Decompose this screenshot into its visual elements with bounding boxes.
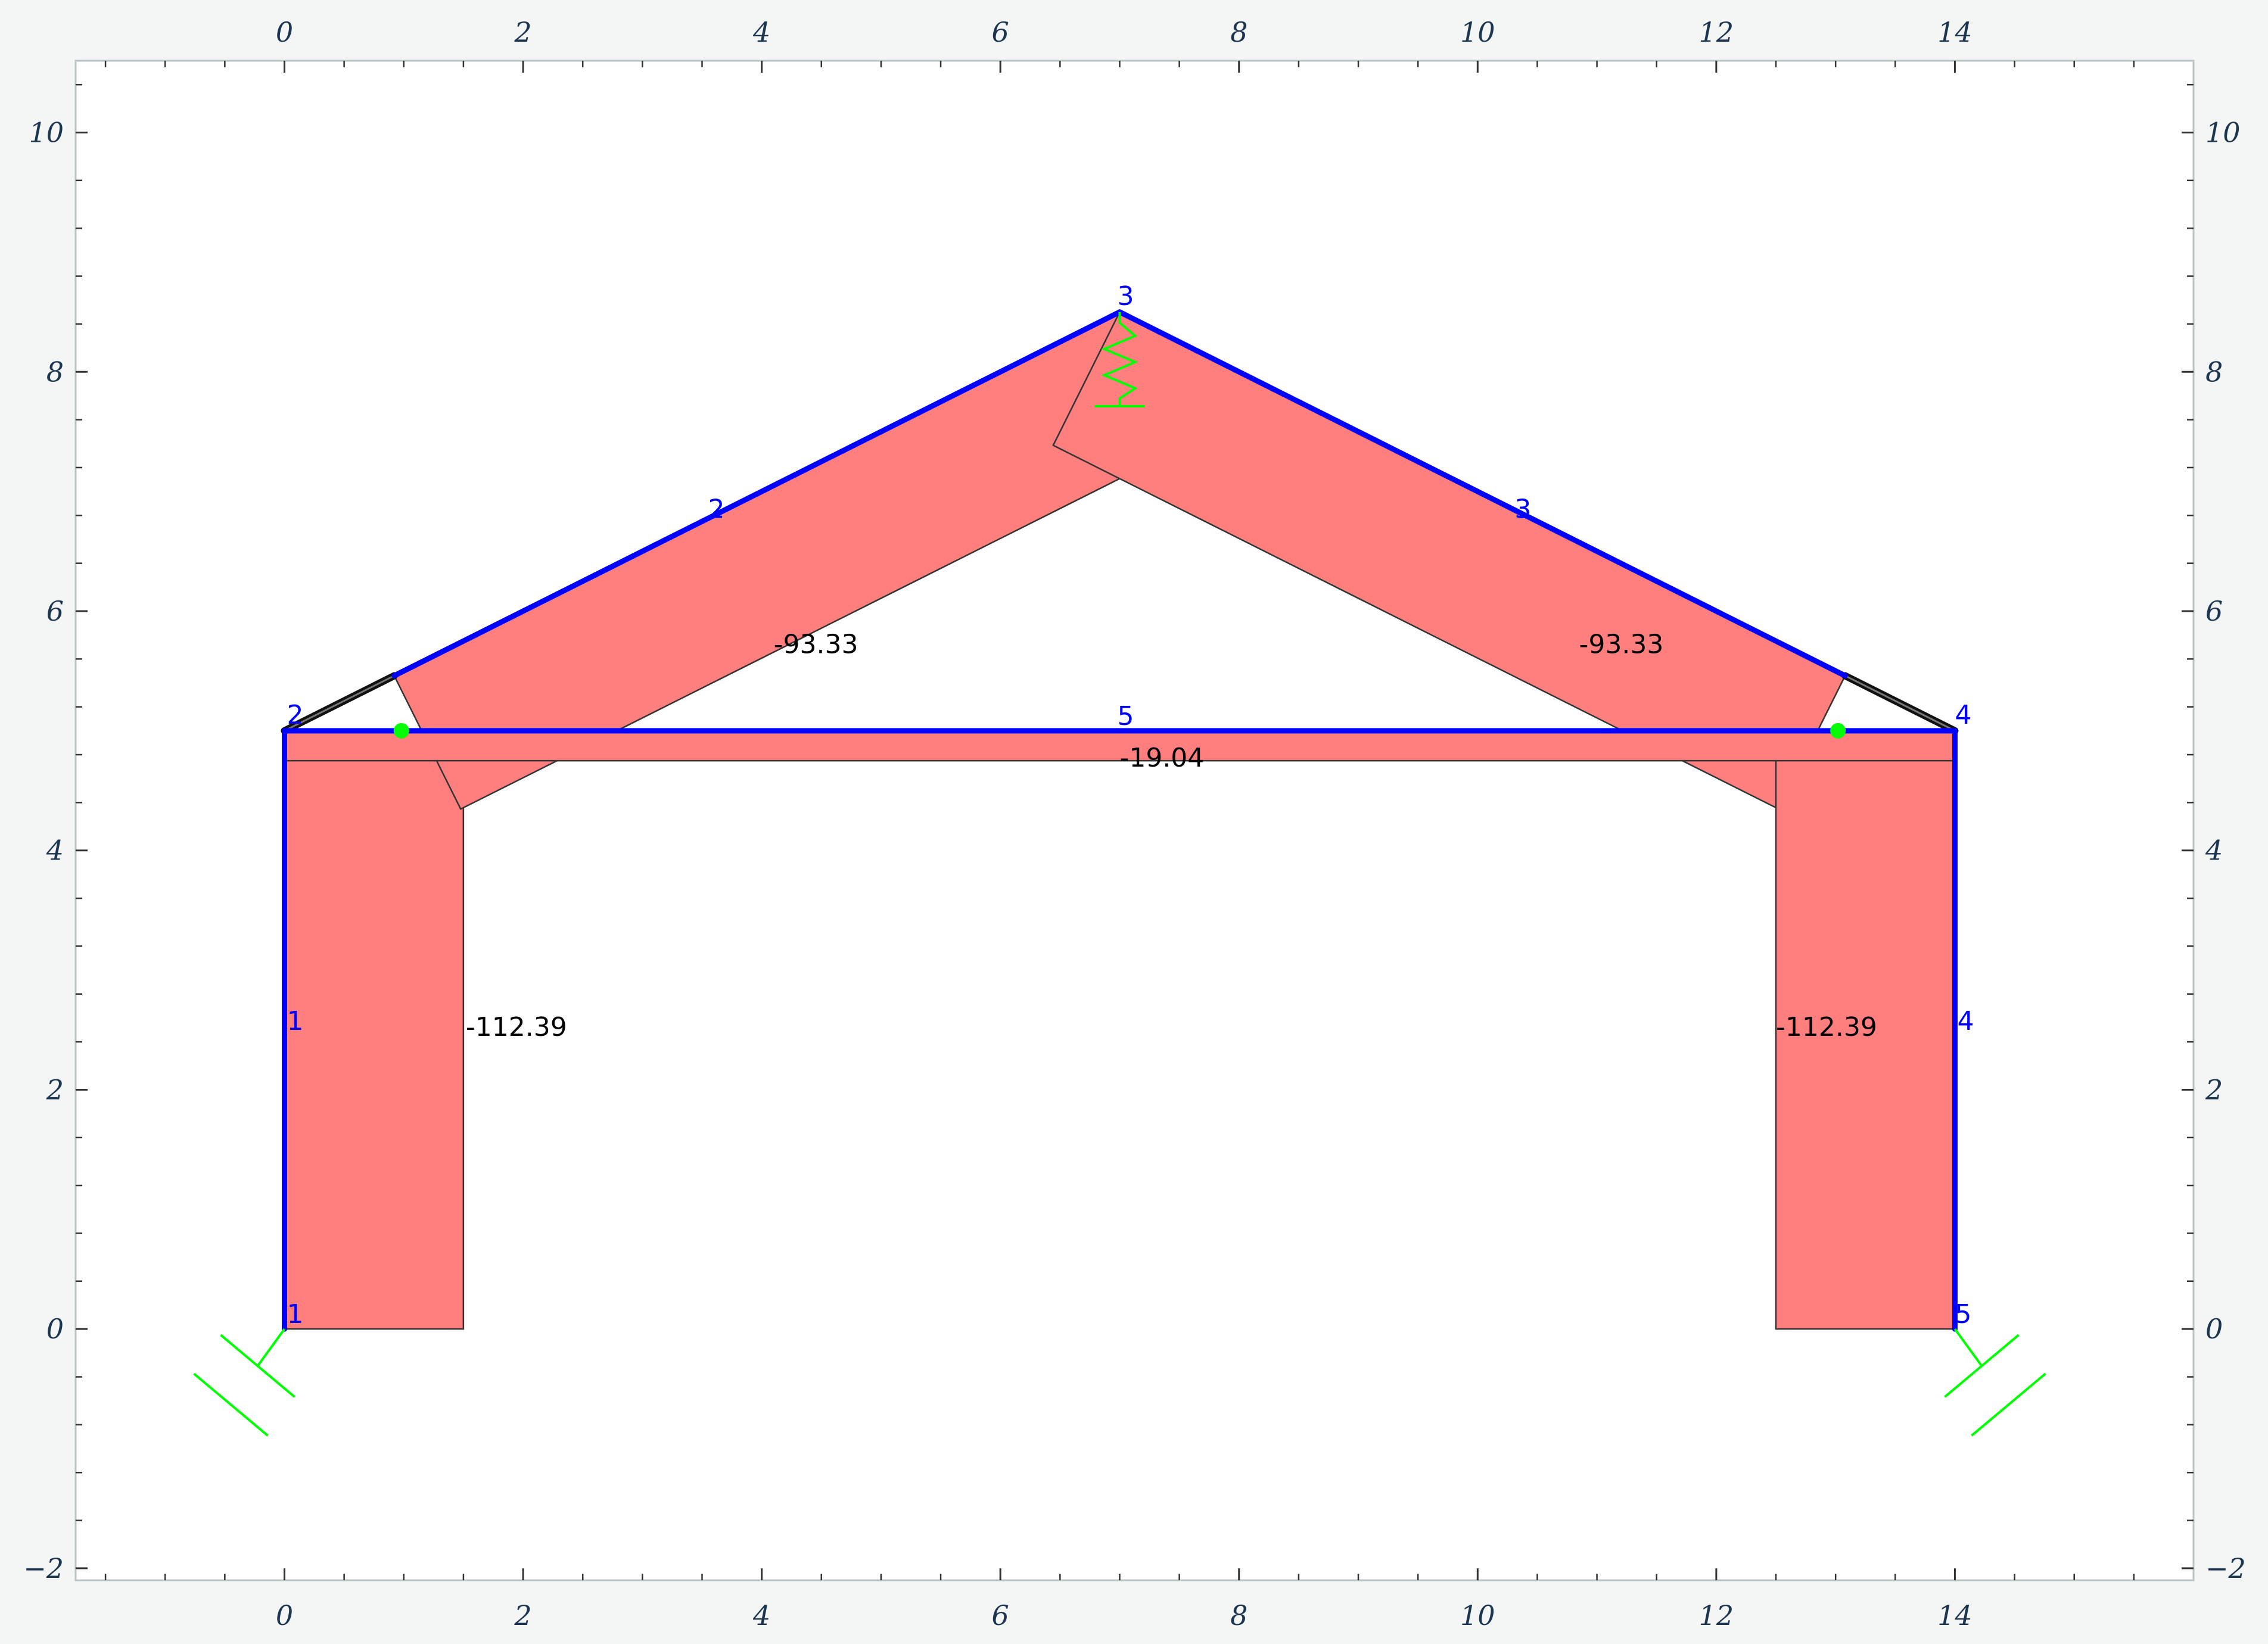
node-label-4: 4 bbox=[1955, 700, 1971, 730]
node-label-1: 1 bbox=[287, 1299, 303, 1329]
y-tick-label-left: 4 bbox=[46, 835, 64, 867]
element-label-2: 2 bbox=[708, 494, 725, 524]
axial-value-label-3: -93.33 bbox=[1579, 629, 1664, 659]
axial-value-label-1: -112.39 bbox=[466, 1012, 567, 1042]
rigid-link-core bbox=[1844, 675, 1956, 732]
node-label-3: 3 bbox=[1117, 281, 1134, 312]
x-tick-label-bottom: 0 bbox=[276, 1599, 293, 1631]
y-tick-label-left: 0 bbox=[46, 1313, 64, 1345]
hinge-icon bbox=[1830, 723, 1846, 739]
support-ground-line bbox=[193, 1372, 269, 1437]
x-tick-label-bottom: 12 bbox=[1699, 1599, 1734, 1631]
axial-force-fill-element-1 bbox=[284, 730, 465, 1330]
axial-value-label-4: -112.39 bbox=[1776, 1012, 1877, 1042]
y-tick-label-right: 0 bbox=[2205, 1313, 2223, 1345]
axial-force-fills bbox=[284, 311, 1956, 1330]
supports bbox=[193, 312, 2046, 1437]
x-tick-label-top: 6 bbox=[992, 16, 1009, 48]
x-tick-label-bottom: 8 bbox=[1230, 1599, 1247, 1631]
y-tick-label-right: 4 bbox=[2205, 835, 2223, 867]
y-tick-label-right: 10 bbox=[2205, 117, 2241, 149]
x-tick-label-top: 12 bbox=[1699, 16, 1734, 48]
node-label-5: 5 bbox=[1955, 1299, 1971, 1329]
node-label-2: 2 bbox=[287, 700, 303, 730]
x-tick-label-bottom: 14 bbox=[1937, 1599, 1973, 1631]
support-ground-line bbox=[1971, 1372, 2046, 1437]
y-tick-label-left: 2 bbox=[46, 1073, 64, 1106]
x-tick-label-top: 14 bbox=[1937, 16, 1973, 48]
element-label-1: 1 bbox=[287, 1006, 303, 1036]
support-stem bbox=[1953, 1328, 1983, 1367]
support-plate bbox=[220, 1334, 295, 1398]
y-tick-label-right: 8 bbox=[2205, 356, 2223, 388]
y-tick-label-left: −2 bbox=[23, 1552, 64, 1584]
x-tick-label-top: 2 bbox=[514, 16, 531, 48]
y-tick-label-left: 8 bbox=[46, 356, 64, 388]
members bbox=[281, 309, 1958, 1332]
y-tick-label-right: 2 bbox=[2205, 1073, 2223, 1106]
labels: 1 -112.39 2 -93.33 3 -93.33 4 -112.39 5 -19.04 1 2 3… bbox=[287, 281, 1974, 1329]
support-plate bbox=[1944, 1334, 2020, 1398]
spring-icon bbox=[1101, 312, 1138, 406]
member-element-2 bbox=[391, 309, 1122, 678]
x-tick-label-bottom: 4 bbox=[752, 1599, 770, 1631]
x-tick-label-bottom: 6 bbox=[992, 1599, 1009, 1631]
rigid-link-core bbox=[284, 675, 395, 732]
x-tick-label-bottom: 2 bbox=[514, 1599, 531, 1631]
member-element-3 bbox=[1116, 309, 1848, 678]
x-tick-label-top: 0 bbox=[276, 16, 293, 48]
axial-value-label-5: -19.04 bbox=[1119, 743, 1204, 773]
element-label-4: 4 bbox=[1957, 1006, 1974, 1036]
axial-value-label-2: -93.33 bbox=[774, 629, 858, 659]
y-tick-label-left: 6 bbox=[46, 595, 64, 627]
rigid-links bbox=[281, 672, 1959, 734]
y-tick-label-right: −2 bbox=[2205, 1552, 2246, 1584]
support-stem bbox=[256, 1328, 286, 1367]
x-tick-label-bottom: 10 bbox=[1460, 1599, 1495, 1631]
x-tick-label-top: 8 bbox=[1230, 16, 1247, 48]
x-tick-label-top: 10 bbox=[1460, 16, 1495, 48]
x-tick-label-top: 4 bbox=[752, 16, 770, 48]
y-tick-label-right: 6 bbox=[2205, 595, 2223, 627]
element-label-5: 5 bbox=[1117, 701, 1134, 731]
y-tick-label-left: 10 bbox=[29, 117, 64, 149]
hinge-icon bbox=[393, 723, 409, 739]
element-label-3: 3 bbox=[1514, 494, 1531, 524]
